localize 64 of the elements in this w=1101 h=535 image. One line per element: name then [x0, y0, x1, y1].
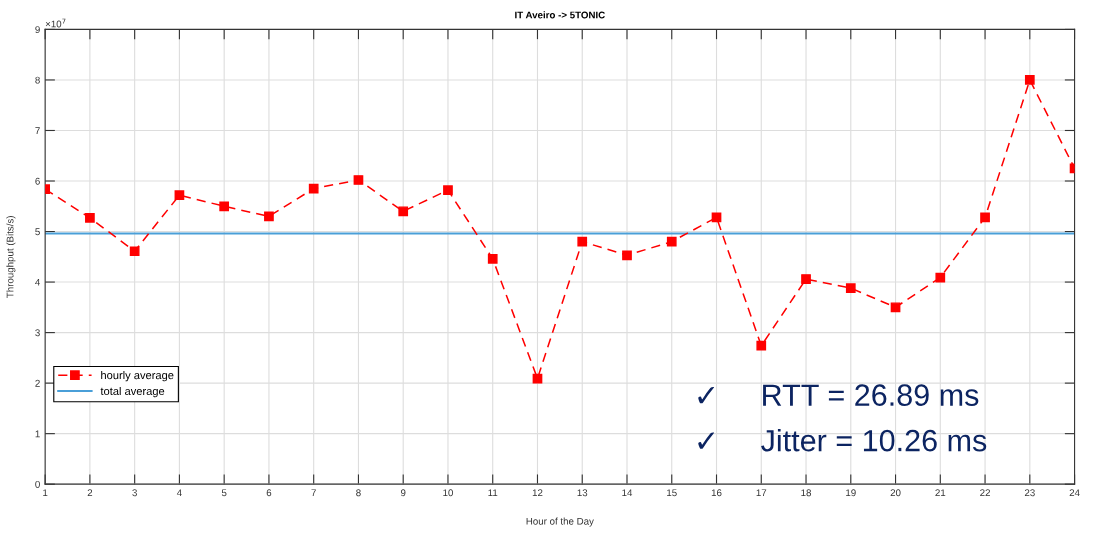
y-axis-title: Throughput (Bits/s) [6, 216, 16, 298]
x-tick-label: 8 [356, 489, 361, 497]
point [935, 272, 946, 283]
point [264, 211, 274, 222]
x-tick-label: 10 [443, 489, 453, 497]
x-tick-label: 11 [488, 489, 498, 497]
point [398, 206, 409, 217]
point [219, 201, 230, 212]
point [980, 212, 990, 223]
annotation: RTT = 26.89 ms [763, 384, 979, 406]
x-axis-title: Hour of the Day [526, 517, 594, 527]
point [308, 183, 319, 194]
x-tick-label: 2 [87, 489, 93, 497]
y-tick-label: 3 [35, 329, 40, 337]
y-tick-label: 1 [35, 430, 40, 438]
point [622, 250, 632, 261]
point [174, 190, 185, 201]
point [845, 283, 856, 293]
y-tick-label: 2 [35, 379, 40, 387]
x-tick-label: 24 [1069, 489, 1080, 497]
x-tick-label: 18 [801, 489, 812, 497]
x-tick-label: 21 [935, 489, 946, 497]
point [353, 175, 364, 185]
point [890, 302, 901, 313]
y-tick-label: 8 [35, 76, 40, 84]
x-tick-label: 5 [221, 489, 227, 497]
x-tick-label: 20 [890, 489, 901, 497]
y-tick-label: 7 [35, 127, 40, 134]
chart-title: IT Aveiro -> 5TONIC [515, 11, 605, 19]
x-tick-label: 16 [711, 489, 722, 497]
y-tick-label: 4 [35, 278, 40, 286]
point [801, 274, 811, 284]
legend-label: hourly average [101, 370, 174, 382]
point [129, 246, 140, 257]
annotation: ✓ [698, 432, 715, 449]
x-tick-label: 13 [577, 489, 588, 497]
x-tick-label: 7 [311, 489, 316, 497]
x-tick-label: 22 [980, 489, 990, 497]
x-tick-label: 17 [756, 489, 767, 497]
point [443, 185, 453, 195]
point [666, 236, 677, 247]
y-tick-label: 6 [35, 177, 40, 185]
x-tick-label: 19 [846, 489, 856, 497]
point [85, 213, 95, 223]
x-tick-label: 12 [532, 489, 543, 497]
x-tick-label: 15 [667, 489, 677, 497]
x-tick-label: 4 [176, 489, 182, 497]
point [577, 236, 588, 247]
annotation: ✓ [698, 386, 715, 404]
point [756, 340, 767, 351]
x-tick-label: 6 [266, 489, 272, 497]
text: ×10$^{7}$ [45, 18, 66, 28]
x-tick-label: 3 [132, 489, 137, 497]
x-tick-label: 23 [1024, 489, 1035, 497]
legend-label: total average [100, 386, 165, 398]
point [487, 253, 498, 264]
y-tick-label: 5 [35, 228, 40, 236]
annotation: Jitter = 10.26 ms [761, 429, 987, 452]
y-tick-label: 9 [35, 26, 40, 34]
x-tick-label: 1 [43, 489, 48, 497]
x-tick-label: 9 [400, 489, 406, 497]
y-tick-label: 0 [35, 480, 40, 488]
x-tick-label: 14 [622, 489, 633, 497]
point [1024, 75, 1035, 85]
